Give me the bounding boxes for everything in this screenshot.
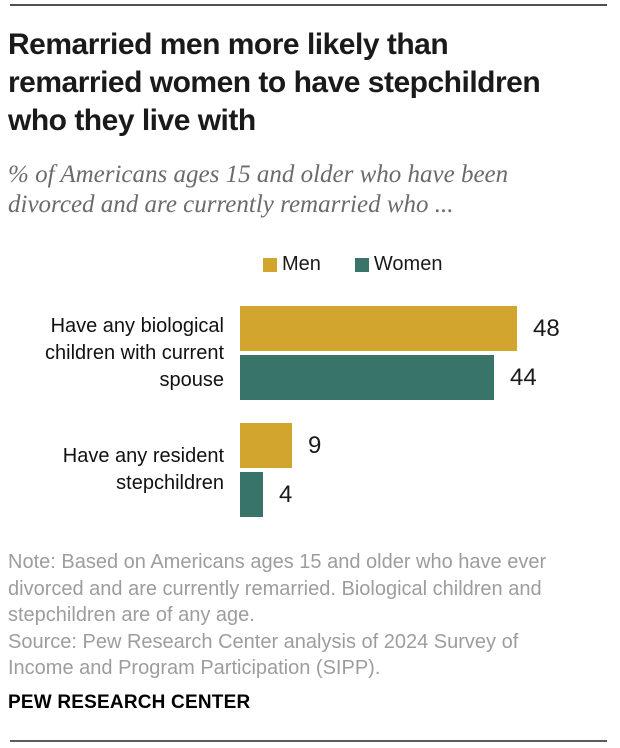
legend-label-men: Men <box>282 253 321 275</box>
value-label-men-group0: 48 <box>533 314 560 342</box>
legend-item-men: Men <box>263 253 321 276</box>
top-rule <box>10 4 607 6</box>
legend-item-women: Women <box>354 253 443 276</box>
men-swatch-icon <box>263 257 277 272</box>
bar-women-group1 <box>240 472 263 517</box>
women-swatch-icon <box>354 257 369 272</box>
value-label-men-group1: 9 <box>308 431 322 459</box>
pew-research-center-wordmark: PEW RESEARCH CENTER <box>8 692 251 713</box>
footnote: Note: Based on Americans ages 15 and old… <box>8 549 588 682</box>
category-label-group0: Have any biological children with curren… <box>45 314 224 391</box>
legend: Men Women <box>263 253 442 276</box>
bar-men-group1 <box>240 423 292 468</box>
bar-men-group0 <box>240 306 517 351</box>
bar-women-group0 <box>240 355 494 400</box>
category-label-group1: Have any resident stepchildren <box>62 445 224 494</box>
source-text: Source: Pew Research Center analysis of … <box>8 630 519 680</box>
bottom-rule <box>10 740 607 742</box>
value-label-women-group0: 44 <box>510 363 537 391</box>
value-label-women-group1: 4 <box>279 480 293 508</box>
chart-title: Remarried men more likely than remarried… <box>8 28 541 137</box>
legend-label-women: Women <box>373 253 443 275</box>
note-text: Note: Based on Americans ages 15 and old… <box>8 551 547 626</box>
chart-subtitle: % of Americans ages 15 and older who hav… <box>8 161 509 218</box>
